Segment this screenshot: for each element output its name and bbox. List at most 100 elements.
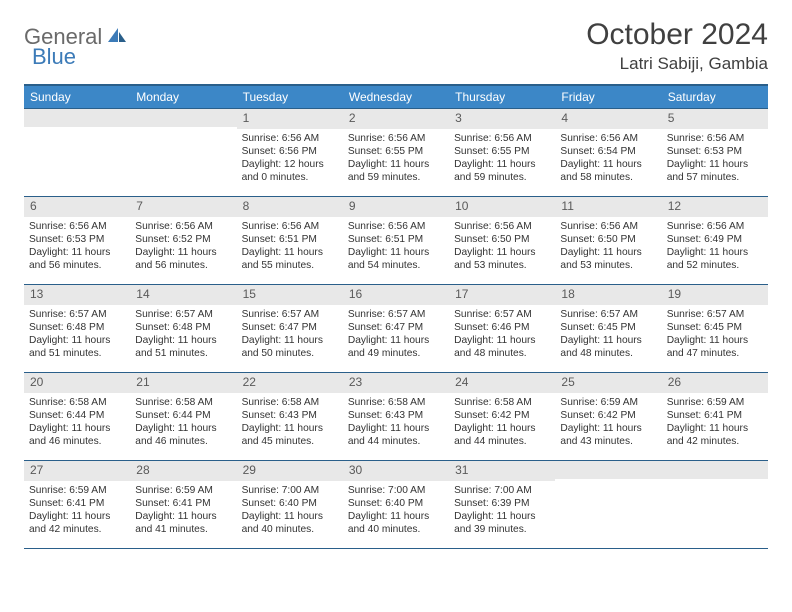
day-number: 22 <box>237 373 343 393</box>
day-details: Sunrise: 7:00 AMSunset: 6:40 PMDaylight:… <box>343 481 449 540</box>
day-details: Sunrise: 6:59 AMSunset: 6:41 PMDaylight:… <box>662 393 768 452</box>
day-details: Sunrise: 6:57 AMSunset: 6:47 PMDaylight:… <box>237 305 343 364</box>
day-number: 16 <box>343 285 449 305</box>
calendar-day-cell: 18Sunrise: 6:57 AMSunset: 6:45 PMDayligh… <box>555 285 661 373</box>
day-details: Sunrise: 6:58 AMSunset: 6:43 PMDaylight:… <box>237 393 343 452</box>
day-details: Sunrise: 6:56 AMSunset: 6:50 PMDaylight:… <box>555 217 661 276</box>
day-number: 27 <box>24 461 130 481</box>
day-details: Sunrise: 6:59 AMSunset: 6:41 PMDaylight:… <box>130 481 236 540</box>
day-number: 13 <box>24 285 130 305</box>
day-number: 24 <box>449 373 555 393</box>
calendar-day-cell: 29Sunrise: 7:00 AMSunset: 6:40 PMDayligh… <box>237 461 343 549</box>
day-number: 19 <box>662 285 768 305</box>
day-number: 6 <box>24 197 130 217</box>
calendar-week-row: 1Sunrise: 6:56 AMSunset: 6:56 PMDaylight… <box>24 109 768 197</box>
calendar-day-cell: 28Sunrise: 6:59 AMSunset: 6:41 PMDayligh… <box>130 461 236 549</box>
calendar-day-cell: 1Sunrise: 6:56 AMSunset: 6:56 PMDaylight… <box>237 109 343 197</box>
calendar-header-row: SundayMondayTuesdayWednesdayThursdayFrid… <box>24 85 768 109</box>
calendar-day-cell: 8Sunrise: 6:56 AMSunset: 6:51 PMDaylight… <box>237 197 343 285</box>
header: General October 2024 Latri Sabiji, Gambi… <box>24 18 768 74</box>
day-number: 15 <box>237 285 343 305</box>
day-details: Sunrise: 6:56 AMSunset: 6:56 PMDaylight:… <box>237 129 343 188</box>
calendar-empty-cell <box>130 109 236 197</box>
day-details: Sunrise: 6:56 AMSunset: 6:55 PMDaylight:… <box>449 129 555 188</box>
day-number: 29 <box>237 461 343 481</box>
day-number: 3 <box>449 109 555 129</box>
calendar-day-cell: 14Sunrise: 6:57 AMSunset: 6:48 PMDayligh… <box>130 285 236 373</box>
day-details: Sunrise: 6:57 AMSunset: 6:45 PMDaylight:… <box>662 305 768 364</box>
day-number: 10 <box>449 197 555 217</box>
day-header: Monday <box>130 85 236 109</box>
calendar-day-cell: 9Sunrise: 6:56 AMSunset: 6:51 PMDaylight… <box>343 197 449 285</box>
day-number: 5 <box>662 109 768 129</box>
calendar-day-cell: 24Sunrise: 6:58 AMSunset: 6:42 PMDayligh… <box>449 373 555 461</box>
calendar-day-cell: 27Sunrise: 6:59 AMSunset: 6:41 PMDayligh… <box>24 461 130 549</box>
day-details: Sunrise: 6:56 AMSunset: 6:53 PMDaylight:… <box>662 129 768 188</box>
day-number: 14 <box>130 285 236 305</box>
day-number: 7 <box>130 197 236 217</box>
calendar-day-cell: 5Sunrise: 6:56 AMSunset: 6:53 PMDaylight… <box>662 109 768 197</box>
calendar-day-cell: 13Sunrise: 6:57 AMSunset: 6:48 PMDayligh… <box>24 285 130 373</box>
day-header: Tuesday <box>237 85 343 109</box>
calendar-day-cell: 16Sunrise: 6:57 AMSunset: 6:47 PMDayligh… <box>343 285 449 373</box>
day-number: 30 <box>343 461 449 481</box>
calendar-day-cell: 19Sunrise: 6:57 AMSunset: 6:45 PMDayligh… <box>662 285 768 373</box>
day-number: 11 <box>555 197 661 217</box>
day-number: 8 <box>237 197 343 217</box>
day-details: Sunrise: 7:00 AMSunset: 6:39 PMDaylight:… <box>449 481 555 540</box>
calendar-body: 1Sunrise: 6:56 AMSunset: 6:56 PMDaylight… <box>24 109 768 549</box>
day-details: Sunrise: 6:56 AMSunset: 6:52 PMDaylight:… <box>130 217 236 276</box>
day-details: Sunrise: 6:56 AMSunset: 6:49 PMDaylight:… <box>662 217 768 276</box>
day-number: 17 <box>449 285 555 305</box>
day-details: Sunrise: 6:56 AMSunset: 6:55 PMDaylight:… <box>343 129 449 188</box>
day-details: Sunrise: 6:57 AMSunset: 6:48 PMDaylight:… <box>130 305 236 364</box>
day-details: Sunrise: 6:59 AMSunset: 6:42 PMDaylight:… <box>555 393 661 452</box>
calendar-day-cell: 6Sunrise: 6:56 AMSunset: 6:53 PMDaylight… <box>24 197 130 285</box>
day-header: Saturday <box>662 85 768 109</box>
calendar-week-row: 20Sunrise: 6:58 AMSunset: 6:44 PMDayligh… <box>24 373 768 461</box>
day-details: Sunrise: 6:57 AMSunset: 6:46 PMDaylight:… <box>449 305 555 364</box>
calendar-day-cell: 2Sunrise: 6:56 AMSunset: 6:55 PMDaylight… <box>343 109 449 197</box>
calendar-day-cell: 25Sunrise: 6:59 AMSunset: 6:42 PMDayligh… <box>555 373 661 461</box>
month-title: October 2024 <box>586 18 768 52</box>
day-details: Sunrise: 6:58 AMSunset: 6:44 PMDaylight:… <box>24 393 130 452</box>
day-details: Sunrise: 6:57 AMSunset: 6:47 PMDaylight:… <box>343 305 449 364</box>
location-label: Latri Sabiji, Gambia <box>586 54 768 74</box>
calendar-day-cell: 30Sunrise: 7:00 AMSunset: 6:40 PMDayligh… <box>343 461 449 549</box>
calendar-week-row: 6Sunrise: 6:56 AMSunset: 6:53 PMDaylight… <box>24 197 768 285</box>
day-number: 1 <box>237 109 343 129</box>
calendar-day-cell: 21Sunrise: 6:58 AMSunset: 6:44 PMDayligh… <box>130 373 236 461</box>
calendar-week-row: 13Sunrise: 6:57 AMSunset: 6:48 PMDayligh… <box>24 285 768 373</box>
calendar-day-cell: 12Sunrise: 6:56 AMSunset: 6:49 PMDayligh… <box>662 197 768 285</box>
calendar-day-cell: 3Sunrise: 6:56 AMSunset: 6:55 PMDaylight… <box>449 109 555 197</box>
day-details: Sunrise: 6:56 AMSunset: 6:54 PMDaylight:… <box>555 129 661 188</box>
day-number: 28 <box>130 461 236 481</box>
calendar-table: SundayMondayTuesdayWednesdayThursdayFrid… <box>24 84 768 549</box>
day-details: Sunrise: 7:00 AMSunset: 6:40 PMDaylight:… <box>237 481 343 540</box>
calendar-day-cell: 31Sunrise: 7:00 AMSunset: 6:39 PMDayligh… <box>449 461 555 549</box>
day-number: 20 <box>24 373 130 393</box>
day-details: Sunrise: 6:56 AMSunset: 6:50 PMDaylight:… <box>449 217 555 276</box>
day-number: 12 <box>662 197 768 217</box>
calendar-day-cell: 17Sunrise: 6:57 AMSunset: 6:46 PMDayligh… <box>449 285 555 373</box>
day-number: 25 <box>555 373 661 393</box>
logo-sail-icon <box>106 26 128 49</box>
day-details: Sunrise: 6:56 AMSunset: 6:51 PMDaylight:… <box>237 217 343 276</box>
day-number: 31 <box>449 461 555 481</box>
day-number: 2 <box>343 109 449 129</box>
day-details: Sunrise: 6:58 AMSunset: 6:44 PMDaylight:… <box>130 393 236 452</box>
calendar-day-cell: 4Sunrise: 6:56 AMSunset: 6:54 PMDaylight… <box>555 109 661 197</box>
day-details: Sunrise: 6:57 AMSunset: 6:48 PMDaylight:… <box>24 305 130 364</box>
day-header: Wednesday <box>343 85 449 109</box>
day-details: Sunrise: 6:57 AMSunset: 6:45 PMDaylight:… <box>555 305 661 364</box>
calendar-day-cell: 10Sunrise: 6:56 AMSunset: 6:50 PMDayligh… <box>449 197 555 285</box>
title-block: October 2024 Latri Sabiji, Gambia <box>586 18 768 74</box>
calendar-empty-cell <box>24 109 130 197</box>
calendar-day-cell: 26Sunrise: 6:59 AMSunset: 6:41 PMDayligh… <box>662 373 768 461</box>
day-header: Thursday <box>449 85 555 109</box>
calendar-day-cell: 22Sunrise: 6:58 AMSunset: 6:43 PMDayligh… <box>237 373 343 461</box>
calendar-day-cell: 11Sunrise: 6:56 AMSunset: 6:50 PMDayligh… <box>555 197 661 285</box>
day-number: 18 <box>555 285 661 305</box>
calendar-empty-cell <box>662 461 768 549</box>
day-header: Friday <box>555 85 661 109</box>
